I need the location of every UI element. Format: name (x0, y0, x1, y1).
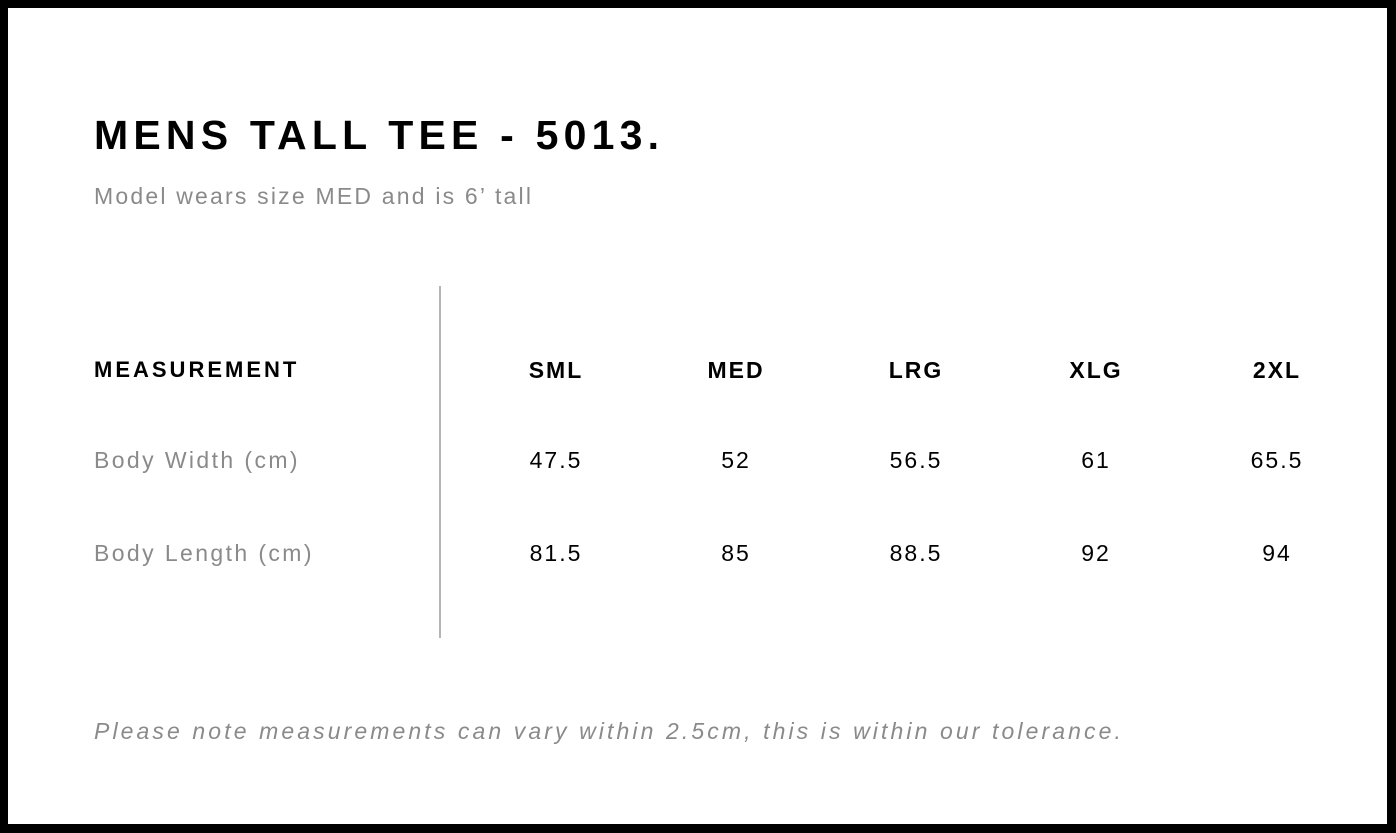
cell-value: 65.5 (1250, 447, 1304, 473)
cell-value: 47.5 (529, 447, 583, 473)
page-title: MENS TALL TEE - 5013. (94, 112, 665, 158)
cell-value: 52 (721, 447, 751, 473)
row-label: Body Length (cm) (94, 540, 314, 566)
column-divider (439, 286, 441, 638)
cell-value: 94 (1262, 540, 1292, 566)
tolerance-note: Please note measurements can vary within… (94, 718, 1125, 744)
cell-value: 56.5 (889, 447, 943, 473)
cell-value: 85 (721, 540, 751, 566)
header-measurement: MEASUREMENT (94, 357, 300, 382)
cell-value: 81.5 (529, 540, 583, 566)
header-size: LRG (888, 357, 944, 383)
header-size: 2XL (1252, 357, 1302, 383)
cell-value: 61 (1081, 447, 1111, 473)
row-label: Body Width (cm) (94, 447, 300, 473)
cell-value: 88.5 (889, 540, 943, 566)
size-chart-card: MENS TALL TEE - 5013. Model wears size M… (8, 8, 1387, 824)
header-size: SML (528, 357, 584, 383)
header-size: XLG (1069, 357, 1123, 383)
model-info: Model wears size MED and is 6’ tall (94, 183, 534, 209)
cell-value: 92 (1081, 540, 1111, 566)
header-size: MED (707, 357, 765, 383)
